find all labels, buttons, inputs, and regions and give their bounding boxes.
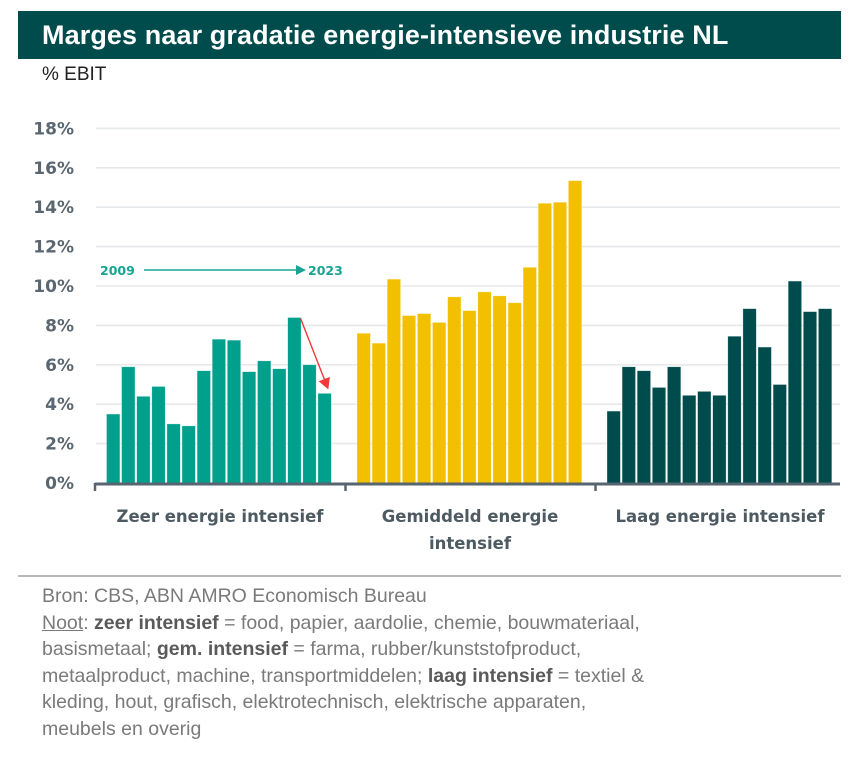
y-axis-ticks: 0% 2% 4% 6% 8% 10% 12% 14% 16% 18% xyxy=(33,119,74,494)
y-axis-unit-label: % EBIT xyxy=(42,64,107,85)
bar xyxy=(818,308,833,484)
bar xyxy=(757,346,772,484)
note-text: Noot: zeer intensief = food, papier, aar… xyxy=(42,610,842,743)
bar xyxy=(417,313,432,484)
bar xyxy=(568,180,583,484)
bar xyxy=(401,315,416,484)
y-tick-label: 8% xyxy=(45,316,74,336)
category-label: Zeer energie intensief xyxy=(117,507,325,526)
bar xyxy=(211,338,226,484)
bar xyxy=(121,366,136,484)
category-label: intensief xyxy=(429,534,512,553)
note-category-term: gem. intensief xyxy=(156,638,289,660)
annotations: 2009 2023 xyxy=(100,263,343,390)
bars xyxy=(106,180,833,484)
bar xyxy=(697,391,712,484)
bar xyxy=(196,370,211,484)
y-tick-label: 6% xyxy=(45,356,74,376)
y-tick-label: 16% xyxy=(33,159,74,179)
note-line: meubels en overig xyxy=(42,717,202,740)
bar xyxy=(447,296,462,484)
footer-notes: Bron: CBS, ABN AMRO Economisch Bureau No… xyxy=(42,583,842,742)
note-category-term: zeer intensief xyxy=(94,611,219,634)
bar xyxy=(636,370,651,484)
bar xyxy=(151,386,166,484)
bar-chart: 0% 2% 4% 6% 8% 10% 12% 14% 16% 18% Zeer energie i… xyxy=(33,119,840,553)
decline-arrow-line xyxy=(299,318,325,380)
note-line: basismetaal; gem. intensief = farma, rub… xyxy=(42,638,582,660)
bar xyxy=(621,366,636,484)
bar xyxy=(522,266,537,484)
bar xyxy=(492,295,507,484)
y-tick-label: 2% xyxy=(45,435,74,455)
bar xyxy=(787,280,802,484)
bar xyxy=(462,310,477,484)
period-start-label: 2009 xyxy=(100,263,135,278)
bar xyxy=(537,202,552,484)
bar xyxy=(651,387,666,484)
bar xyxy=(712,395,727,484)
y-tick-label: 10% xyxy=(33,277,74,297)
category-labels: Zeer energie intensief Gemiddeld energie i… xyxy=(117,507,826,553)
y-tick-label: 12% xyxy=(33,238,74,258)
note-label: Noot xyxy=(42,611,84,634)
category-label: Gemiddeld energie xyxy=(382,507,559,526)
x-axis xyxy=(93,482,840,491)
category-label: Laag energie intensief xyxy=(615,507,825,526)
bar xyxy=(317,393,332,484)
period-end-label: 2023 xyxy=(308,263,343,278)
decline-arrow-head xyxy=(318,376,330,390)
bar xyxy=(166,423,181,484)
bar xyxy=(356,332,371,484)
bar xyxy=(507,302,522,484)
chart-title: Marges naar gradatie energie-intensieve … xyxy=(18,11,841,59)
note-category-term: laag intensief xyxy=(427,664,553,687)
bar xyxy=(287,317,302,484)
bar xyxy=(606,410,621,484)
bar xyxy=(302,364,317,484)
bar xyxy=(727,335,742,484)
bar xyxy=(136,396,151,484)
bar xyxy=(272,368,287,484)
bar xyxy=(371,342,386,484)
y-tick-label: 0% xyxy=(45,474,74,494)
bar xyxy=(802,311,817,484)
period-arrow-head xyxy=(296,265,306,275)
source-text: Bron: CBS, ABN AMRO Economisch Bureau xyxy=(42,585,427,607)
bar xyxy=(682,395,697,484)
bar xyxy=(432,322,447,484)
bar xyxy=(667,366,682,484)
y-tick-label: 18% xyxy=(33,119,74,139)
bar xyxy=(552,201,567,484)
bar xyxy=(227,339,242,484)
note-line: Noot: zeer intensief = food, papier, aar… xyxy=(42,611,640,634)
bar xyxy=(242,371,257,484)
bar xyxy=(257,360,272,484)
bar xyxy=(106,413,121,484)
footer-divider xyxy=(18,575,841,577)
y-tick-label: 4% xyxy=(45,395,74,415)
note-line: metaalproduct, machine, transportmiddele… xyxy=(42,664,645,687)
bar xyxy=(386,278,401,484)
bar xyxy=(181,425,196,484)
note-line: kleding, hout, grafisch, elektrotechnisc… xyxy=(42,691,587,713)
bar xyxy=(477,291,492,484)
bar xyxy=(772,384,787,484)
bar xyxy=(742,308,757,484)
y-tick-label: 14% xyxy=(33,198,74,218)
